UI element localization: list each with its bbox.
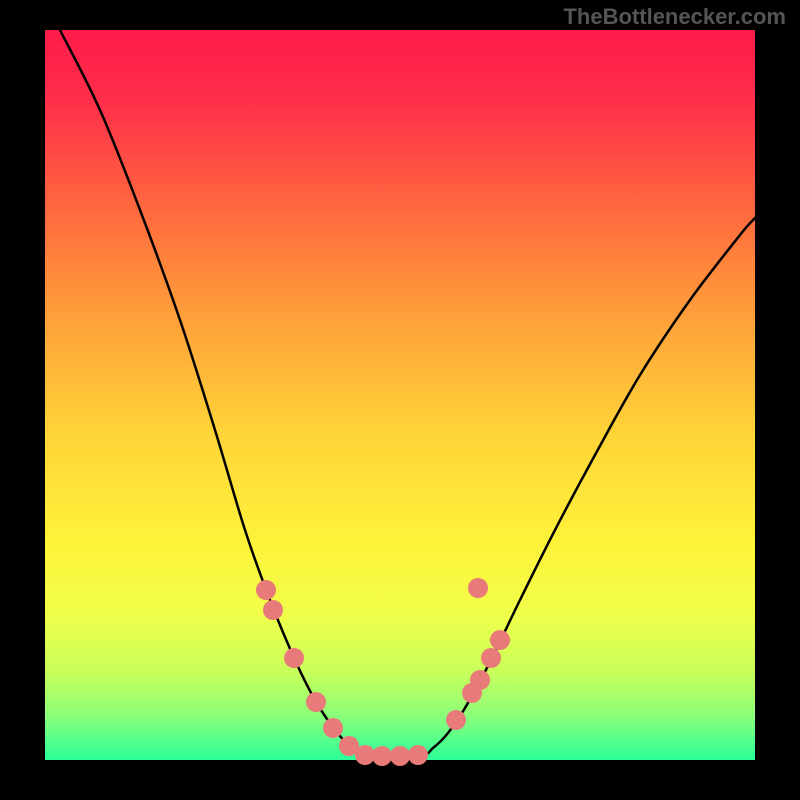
plot-background bbox=[45, 30, 755, 760]
curve-marker bbox=[372, 746, 392, 766]
curve-marker bbox=[481, 648, 501, 668]
curve-marker bbox=[355, 745, 375, 765]
curve-marker bbox=[284, 648, 304, 668]
watermark-text: TheBottlenecker.com bbox=[563, 4, 786, 30]
curve-marker bbox=[470, 670, 490, 690]
curve-marker bbox=[490, 630, 510, 650]
curve-marker bbox=[323, 718, 343, 738]
curve-marker bbox=[446, 710, 466, 730]
curve-marker bbox=[256, 580, 276, 600]
curve-marker bbox=[306, 692, 326, 712]
curve-marker bbox=[390, 746, 410, 766]
curve-marker bbox=[263, 600, 283, 620]
curve-marker bbox=[408, 745, 428, 765]
curve-marker bbox=[468, 578, 488, 598]
